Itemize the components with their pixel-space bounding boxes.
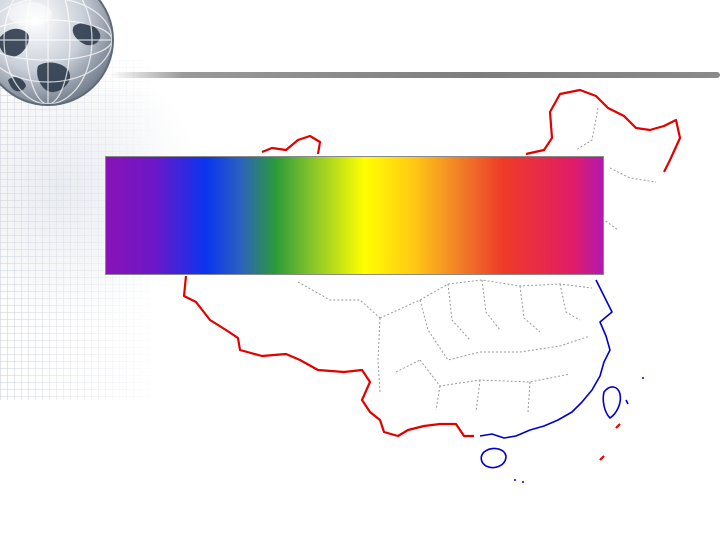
land-border bbox=[182, 88, 682, 461]
header-divider bbox=[110, 72, 720, 78]
coastline bbox=[479, 279, 644, 483]
color-spectrum-bar bbox=[105, 156, 604, 275]
globe-icon bbox=[0, 0, 114, 106]
